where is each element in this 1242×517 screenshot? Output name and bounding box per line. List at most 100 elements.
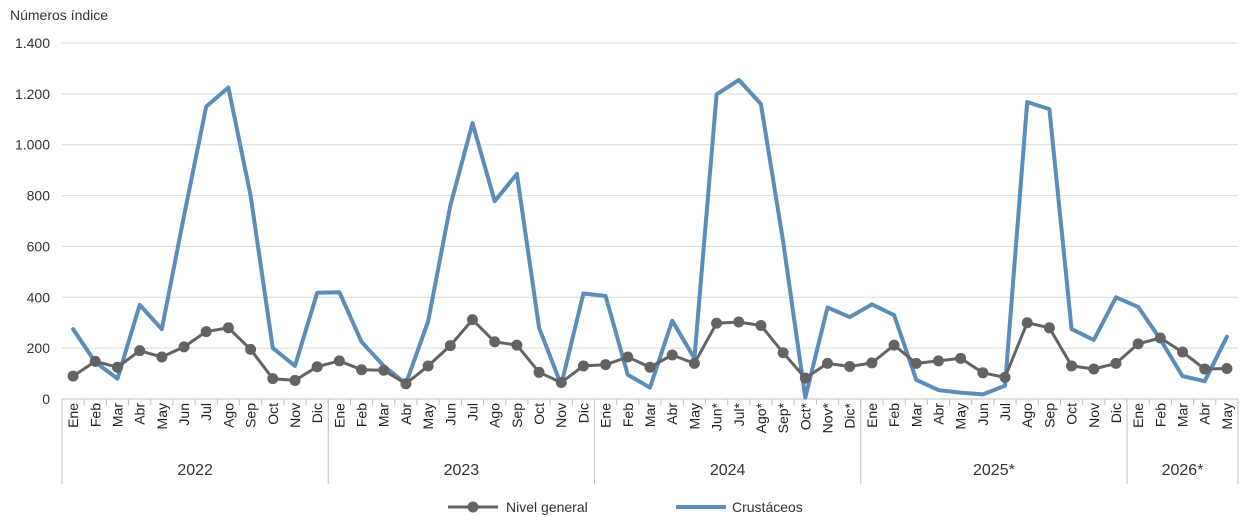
y-tick-label: 1.200 [15,86,50,102]
legend-label: Nivel general [506,499,588,515]
x-tick-label: Jun [176,403,192,426]
x-tick-label: Feb [354,403,370,427]
x-tick-label: Ago [487,403,503,428]
x-tick-label: Ene [331,403,347,428]
x-tick-label: Nov [1086,403,1102,428]
data-point [267,373,279,385]
x-tick-label: Abr [930,403,946,425]
year-label: 2025* [973,462,1015,479]
legend-swatch-marker [467,501,479,513]
x-tick-label: Dic [575,403,591,423]
data-point [955,352,967,364]
data-point [777,347,789,359]
data-point [577,360,589,372]
x-tick-label: Oct* [797,402,813,430]
x-tick-label: Sep* [775,402,791,433]
data-point [1021,317,1033,329]
y-tick-label: 200 [27,340,51,356]
x-tick-label: May [154,403,170,429]
data-point [1110,357,1122,369]
data-point [844,360,856,372]
data-point [622,351,634,363]
x-tick-label: Jul [198,403,214,421]
x-tick-label: Mar [376,403,392,427]
x-tick-label: Feb [620,403,636,427]
data-point [644,361,656,373]
x-tick-label: Abr [664,403,680,425]
x-tick-label: Abr [1197,403,1213,425]
data-point [822,357,834,369]
data-point [866,357,878,369]
x-tick-label: May [686,403,702,429]
x-tick-label: Jul [464,403,480,421]
y-tick-label: 400 [27,289,51,305]
data-point [378,364,390,376]
x-tick-label: Jul [997,403,1013,421]
x-tick-label: Ene [864,403,880,428]
x-tick-label: Nov* [820,402,836,433]
data-point [289,374,301,386]
x-tick-label: Dic* [842,402,858,428]
year-label: 2024 [710,462,746,479]
data-point [356,364,368,376]
x-tick-label: May [953,403,969,429]
data-point [489,336,501,348]
data-point [1177,346,1189,358]
data-point [111,361,123,373]
x-tick-label: Jul* [731,402,747,426]
x-tick-label: Oct [1064,403,1080,425]
x-tick-label: Feb [886,403,902,427]
x-tick-label: May [1219,403,1235,429]
y-axis-title: Números índice [10,7,108,23]
x-tick-label: Feb [1152,403,1168,427]
data-point [799,372,811,384]
x-tick-label: Sep [243,403,259,428]
y-tick-label: 0 [42,391,50,407]
x-tick-label: Ago* [753,402,769,433]
x-tick-label: Abr [132,403,148,425]
data-point [444,340,456,352]
data-point [688,357,700,369]
data-point [1199,363,1211,375]
data-point [245,343,257,355]
x-tick-label: Dic [309,403,325,423]
x-tick-label: Ago [220,403,236,428]
x-tick-label: Jun [975,403,991,426]
x-tick-label: Abr [398,403,414,425]
data-point [400,378,412,390]
data-point [222,322,234,334]
y-tick-label: 600 [27,238,51,254]
data-point [178,341,190,353]
data-point [89,355,101,367]
data-point [910,357,922,369]
x-tick-label: Mar [642,403,658,427]
data-point [666,349,678,361]
data-point [511,339,523,351]
data-point [999,371,1011,383]
legend-label: Crustáceos [732,499,803,515]
x-tick-label: Jun* [709,402,725,431]
y-tick-label: 1.400 [15,35,50,51]
data-point [67,370,79,382]
series-line-crustaceos [71,77,1229,400]
x-tick-label: Ene [65,403,81,428]
x-tick-label: Oct [531,403,547,425]
data-point [333,355,345,367]
x-tick-label: Jun [442,403,458,426]
x-tick-label: Nov [553,403,569,428]
data-point [156,351,168,363]
data-point [533,366,545,378]
data-point [1066,360,1078,372]
x-tick-label: Ene [598,403,614,428]
data-point [755,320,767,332]
data-point [555,376,567,388]
data-point [1088,363,1100,375]
data-point [466,314,478,326]
x-tick-label: Oct [265,403,281,425]
x-tick-label: Mar [1175,403,1191,427]
year-label: 2022 [177,462,213,479]
x-tick-label: Feb [87,403,103,427]
x-tick-label: Ago [1019,403,1035,428]
data-point [1043,322,1055,334]
data-point [932,355,944,367]
